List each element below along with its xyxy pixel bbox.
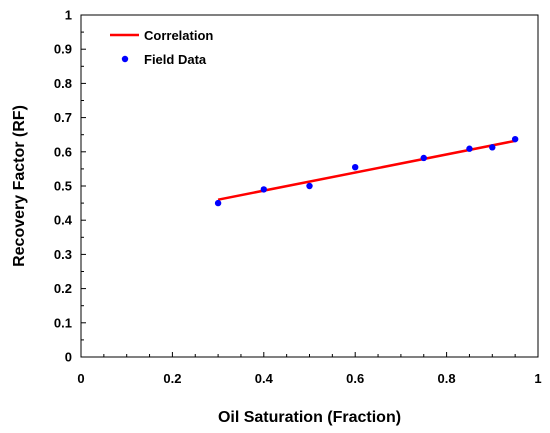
x-tick-label: 0.6 [346, 371, 364, 386]
y-tick-label: 0.6 [54, 144, 72, 159]
y-tick-label: 0.9 [54, 42, 72, 57]
axes: 0 0.1 0.2 0.3 0.4 0.5 0.6 0.7 0.8 0.9 1 0 0.2 0.4 0.6 0… [54, 8, 542, 387]
y-tick-label: 0.8 [54, 76, 72, 91]
field-data-point [214, 199, 222, 207]
correlation-line [217, 139, 516, 201]
x-tick-label: 0.2 [163, 371, 181, 386]
field-data-point [352, 163, 359, 171]
y-tick-label: 0.7 [54, 110, 72, 125]
chart-marks [214, 135, 519, 207]
field-data-point [489, 144, 496, 151]
legend: Correlation Field Data [110, 28, 213, 67]
field-data-point [511, 135, 519, 143]
y-tick-label: 0.3 [54, 247, 72, 262]
x-axis-title: Oil Saturation (Fraction) [218, 409, 401, 426]
x-tick-label: 0 [77, 371, 84, 386]
x-tick-label: 0.8 [438, 371, 456, 386]
y-tick-label: 0 [65, 350, 72, 365]
legend-dot-swatch [121, 55, 129, 63]
field-data-point [420, 154, 427, 162]
y-tick-label: 0.5 [54, 179, 72, 194]
y-tick-label: 1 [65, 8, 72, 23]
legend-label-field-data: Field Data [144, 52, 207, 67]
field-data-point [466, 145, 473, 152]
x-tick-label: 1 [534, 371, 541, 386]
y-tick-label: 0.4 [54, 213, 73, 228]
field-data-point [260, 186, 267, 193]
field-data-point [306, 182, 313, 190]
x-tick-label: 0.4 [255, 371, 274, 386]
y-tick-label: 0.2 [54, 281, 72, 296]
legend-label-correlation: Correlation [144, 28, 213, 43]
y-axis-title: Recovery Factor (RF) [11, 105, 28, 267]
y-tick-label: 0.1 [54, 315, 72, 330]
